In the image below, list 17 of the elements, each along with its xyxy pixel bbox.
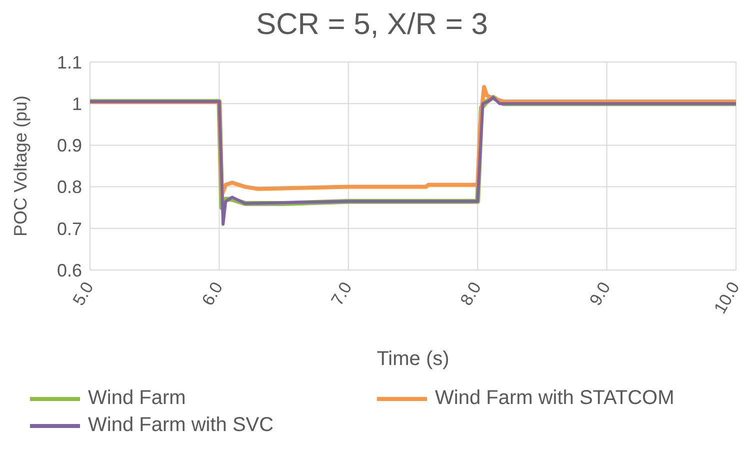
- x-tick-label: 7.0: [327, 278, 356, 309]
- x-tick-label: 9.0: [586, 278, 614, 309]
- x-axis-title: Time (s): [376, 348, 450, 370]
- chart-title: SCR = 5, X/R = 3: [255, 7, 489, 43]
- x-tick-label: 6.0: [198, 278, 227, 309]
- y-tick-label: 0.8: [56, 177, 82, 198]
- legend-label: Wind Farm: [88, 387, 186, 410]
- y-tick-label: 1: [72, 94, 82, 114]
- x-tick-label: 8.0: [456, 278, 485, 309]
- y-tick-label: 0.7: [56, 218, 82, 239]
- y-axis-title: POC Voltage (pu): [10, 95, 30, 237]
- x-tick-label: 5.0: [69, 278, 98, 309]
- legend-label: Wind Farm with SVC: [88, 414, 274, 437]
- legend-label: Wind Farm with STATCOM: [435, 387, 674, 410]
- y-tick-label: 0.6: [56, 260, 82, 280]
- y-tick-label: 1.1: [56, 52, 82, 72]
- y-tick-label: 0.9: [56, 136, 82, 156]
